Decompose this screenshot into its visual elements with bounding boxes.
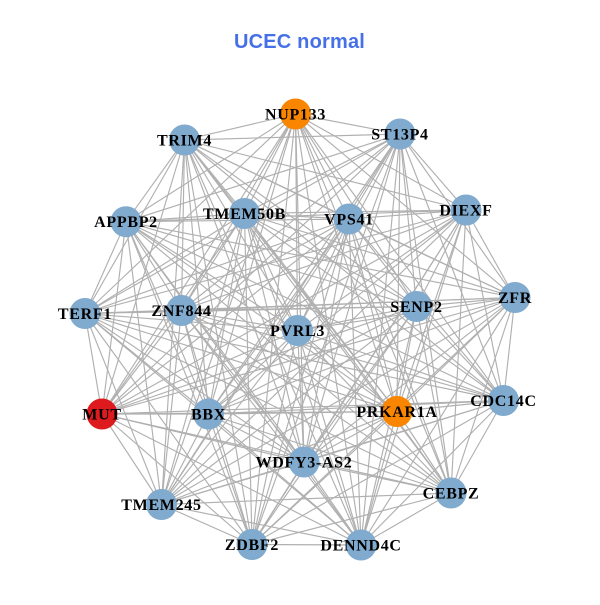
svg-text:UCEC normal: UCEC normal — [234, 31, 365, 53]
svg-text:TMEM245: TMEM245 — [121, 497, 201, 514]
svg-text:WDFY3-AS2: WDFY3-AS2 — [256, 455, 353, 472]
svg-text:SENP2: SENP2 — [390, 299, 442, 316]
svg-text:CEBPZ: CEBPZ — [423, 486, 480, 503]
svg-text:PRKAR1A: PRKAR1A — [356, 404, 437, 421]
svg-text:NUP133: NUP133 — [265, 107, 326, 124]
svg-text:APPBP2: APPBP2 — [94, 214, 158, 231]
svg-text:ZNF844: ZNF844 — [151, 303, 211, 320]
svg-text:DIEXF: DIEXF — [439, 203, 492, 220]
svg-text:TMEM50B: TMEM50B — [203, 206, 286, 223]
svg-text:ST13P4: ST13P4 — [371, 127, 429, 144]
svg-text:ZDBF2: ZDBF2 — [225, 537, 279, 554]
svg-text:VPS41: VPS41 — [324, 212, 374, 229]
svg-text:CDC14C: CDC14C — [470, 393, 536, 410]
svg-text:MUT: MUT — [82, 407, 121, 424]
svg-text:PVRL3: PVRL3 — [270, 323, 325, 340]
svg-text:ZFR: ZFR — [498, 290, 532, 307]
svg-text:TERF1: TERF1 — [58, 306, 112, 323]
svg-text:DENND4C: DENND4C — [320, 538, 401, 555]
svg-text:BBX: BBX — [191, 407, 226, 424]
svg-text:TRIM4: TRIM4 — [157, 133, 212, 150]
